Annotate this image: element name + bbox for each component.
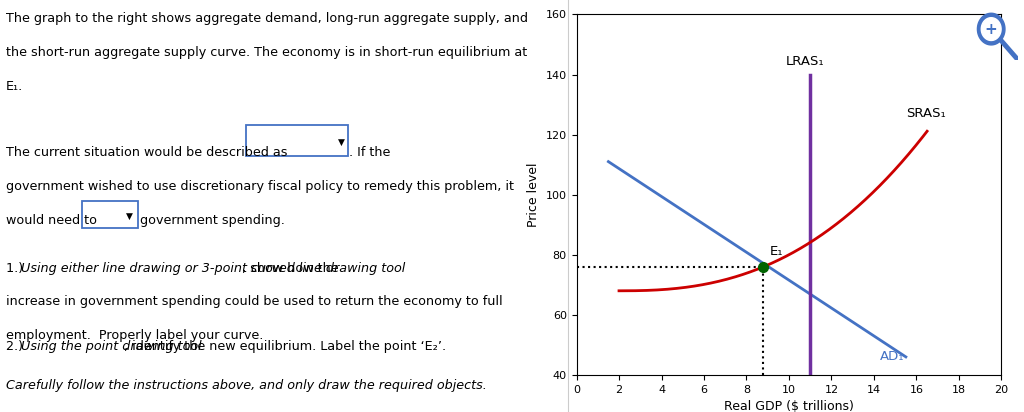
Text: . If the: . If the (349, 146, 390, 159)
Text: employment.  Properly label your curve.: employment. Properly label your curve. (6, 329, 263, 342)
Text: The graph to the right shows aggregate demand, long-run aggregate supply, and: The graph to the right shows aggregate d… (6, 12, 527, 26)
X-axis label: Real GDP ($ trillions): Real GDP ($ trillions) (724, 400, 854, 412)
Text: government wished to use discretionary fiscal policy to remedy this problem, it: government wished to use discretionary f… (6, 180, 514, 193)
Polygon shape (981, 18, 1001, 40)
FancyBboxPatch shape (246, 125, 348, 156)
Text: Using either line drawing or 3-point curved line drawing tool: Using either line drawing or 3-point cur… (22, 262, 406, 275)
Text: 1.): 1.) (6, 262, 27, 275)
Text: ▼: ▼ (338, 138, 344, 147)
Text: LRAS₁: LRAS₁ (785, 56, 824, 68)
Polygon shape (978, 13, 1005, 45)
FancyBboxPatch shape (82, 201, 138, 228)
Y-axis label: Price level: Price level (527, 162, 540, 227)
Text: , identify the new equilibrium. Label the point ‘E₂’.: , identify the new equilibrium. Label th… (125, 340, 446, 353)
Text: , show how the: , show how the (242, 262, 338, 275)
Text: Carefully follow the instructions above, and only draw the required objects.: Carefully follow the instructions above,… (6, 379, 486, 392)
Text: increase in government spending could be used to return the economy to full: increase in government spending could be… (6, 295, 503, 309)
Text: ▼: ▼ (126, 212, 133, 221)
Text: AD₁: AD₁ (881, 350, 905, 363)
Text: would need to: would need to (6, 214, 96, 227)
Text: the short-run aggregate supply curve. The economy is in short-run equilibrium at: the short-run aggregate supply curve. Th… (6, 46, 527, 59)
Text: E₁.: E₁. (6, 80, 23, 93)
Text: +: + (985, 21, 997, 37)
Text: The current situation would be described as: The current situation would be described… (6, 146, 287, 159)
Text: SRAS₁: SRAS₁ (906, 107, 945, 119)
Text: Using the point drawing tool: Using the point drawing tool (22, 340, 202, 353)
Text: 2.): 2.) (6, 340, 27, 353)
Text: government spending.: government spending. (140, 214, 286, 227)
Text: E₁: E₁ (770, 245, 783, 258)
